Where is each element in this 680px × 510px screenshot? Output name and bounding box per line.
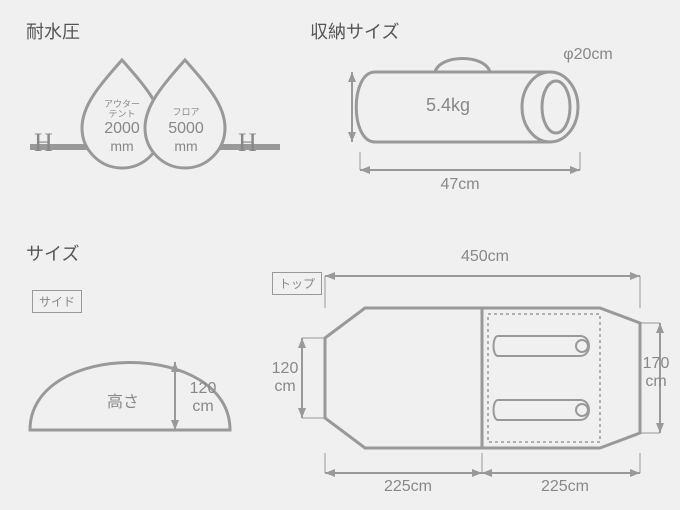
top-right-w: 225cm — [525, 478, 605, 496]
top-left-w: 225cm — [368, 478, 448, 496]
drop-right-sub: フロア — [168, 105, 204, 118]
side-height-val: 120 cm — [183, 380, 223, 415]
title-waterproof: 耐水圧 — [26, 18, 80, 44]
waterproof-drops — [20, 50, 280, 180]
top-plan — [270, 258, 670, 498]
top-left-h: 120 cm — [265, 360, 305, 395]
drop-right-val: 5000 — [162, 120, 210, 138]
drop-right-unit: mm — [162, 138, 210, 154]
top-right-h: 170 cm — [636, 355, 676, 390]
storage-length: 47cm — [420, 176, 500, 194]
h-right: H — [238, 128, 257, 158]
title-storage: 収納サイズ — [310, 18, 399, 44]
drop-left-sub: アウター テント — [104, 100, 140, 120]
drop-left-val: 2000 — [98, 120, 146, 138]
h-left: H — [34, 128, 53, 158]
storage-diameter: φ20cm — [548, 46, 628, 64]
storage-weight: 5.4kg — [408, 95, 488, 116]
storage-bag — [340, 42, 630, 192]
drop-left-unit: mm — [98, 138, 146, 154]
top-total-w: 450cm — [445, 248, 525, 266]
title-size: サイズ — [26, 240, 79, 266]
side-height-label: 高さ — [98, 388, 148, 412]
